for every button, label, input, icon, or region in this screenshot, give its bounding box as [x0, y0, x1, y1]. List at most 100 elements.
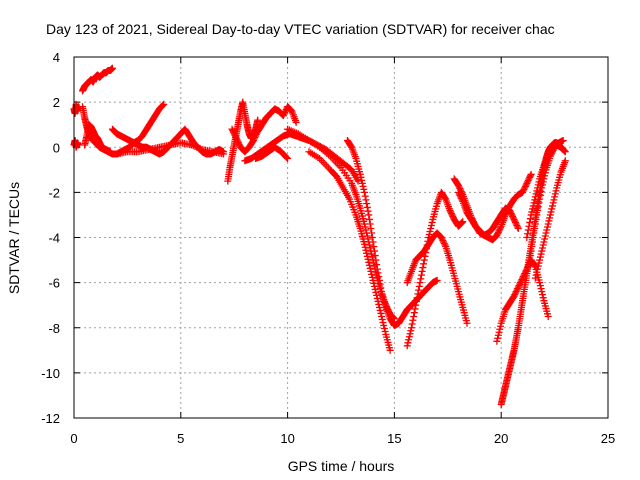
data-point-interp	[517, 277, 525, 285]
data-point-interp	[506, 208, 514, 216]
data-point-interp	[377, 284, 385, 292]
data-point-interp	[422, 249, 430, 257]
data-point-interp	[550, 196, 558, 204]
y-tick-label: -8	[48, 321, 60, 336]
data-point	[365, 258, 373, 266]
plot-area	[70, 64, 569, 408]
data-point-interp	[366, 244, 374, 252]
data-point-interp	[531, 224, 539, 232]
data-point-interp	[367, 224, 375, 232]
data-point	[228, 125, 236, 133]
data-point-interp	[535, 259, 543, 267]
data-point	[523, 265, 531, 273]
data-point-interp	[525, 175, 533, 183]
series-pass-11	[252, 143, 292, 163]
data-point-interp	[526, 256, 534, 264]
data-point	[544, 312, 552, 320]
data-point-interp	[524, 262, 532, 270]
data-point-interp	[252, 132, 260, 140]
data-point-interp	[229, 128, 237, 136]
series-pass-12	[284, 125, 398, 323]
data-point-interp	[405, 336, 413, 344]
data-point-interp	[362, 226, 370, 234]
data-point-interp	[411, 305, 419, 313]
data-point-interp	[547, 151, 555, 159]
data-point-interp	[358, 179, 366, 187]
data-point-interp	[365, 261, 373, 269]
data-point-interp	[362, 196, 370, 204]
data-point	[493, 231, 501, 239]
data-point-interp	[405, 333, 413, 341]
data-point	[254, 116, 262, 124]
data-point-interp	[441, 241, 449, 249]
data-point	[433, 276, 441, 284]
series-pass-18	[454, 188, 522, 239]
data-point-interp	[520, 271, 528, 279]
data-point-interp	[521, 270, 529, 278]
data-point-interp	[536, 282, 544, 290]
data-point	[220, 150, 228, 158]
data-point	[538, 184, 546, 192]
data-point-interp	[516, 279, 524, 287]
data-point-interp	[496, 322, 504, 330]
data-point-interp	[524, 226, 532, 234]
data-point-interp	[457, 219, 465, 227]
data-point-interp	[423, 241, 431, 249]
data-point-interp	[420, 260, 428, 268]
data-point-interp	[358, 176, 366, 184]
data-point-interp	[370, 279, 378, 287]
data-point-interp	[514, 223, 522, 231]
data-point-interp	[360, 185, 368, 193]
data-point	[160, 100, 168, 108]
data-point-interp	[419, 264, 427, 272]
data-point-interp	[363, 252, 371, 260]
data-point	[529, 234, 537, 241]
data-point-interp	[375, 273, 383, 281]
data-point-interp	[427, 224, 435, 232]
data-point	[559, 136, 567, 144]
data-point-interp	[549, 146, 557, 154]
data-point-interp	[371, 252, 379, 260]
y-tick-label: 4	[53, 50, 60, 65]
data-point-interp	[381, 328, 389, 336]
data-point-interp	[495, 328, 503, 336]
data-point-interp	[534, 262, 542, 270]
data-point-interp	[229, 127, 237, 135]
data-point	[425, 234, 433, 241]
data-point	[446, 206, 454, 214]
data-point-interp	[407, 327, 415, 335]
data-point-interp	[438, 235, 446, 243]
data-point-interp	[511, 289, 519, 297]
data-point-interp	[536, 191, 544, 199]
data-point-interp	[425, 230, 433, 238]
y-tick-label: -12	[41, 411, 60, 426]
data-point-interp	[532, 215, 540, 223]
data-point-interp	[515, 282, 523, 290]
data-point	[373, 294, 381, 302]
data-point-interp	[366, 264, 374, 272]
data-point-interp	[365, 215, 373, 223]
data-point	[561, 148, 569, 156]
data-point-interp	[424, 237, 432, 245]
data-point	[514, 283, 522, 291]
data-point-interp	[537, 188, 545, 196]
data-point-interp	[509, 212, 517, 220]
data-point-interp	[522, 181, 530, 189]
data-point-interp	[359, 182, 367, 190]
data-point-interp	[526, 173, 534, 181]
data-point-interp	[363, 249, 371, 257]
data-point-interp	[494, 331, 502, 339]
data-point-interp	[280, 110, 288, 118]
data-point-interp	[233, 136, 241, 144]
data-point-interp	[406, 330, 414, 338]
data-point-interp	[537, 250, 545, 258]
grid	[74, 57, 608, 418]
data-point-interp	[457, 194, 465, 202]
data-point-interp	[230, 130, 238, 138]
x-tick-label: 0	[70, 431, 77, 446]
data-point-interp	[410, 312, 418, 320]
data-point-interp	[449, 212, 457, 220]
data-point-interp	[370, 282, 378, 290]
x-axis-label: GPS time / hours	[288, 458, 395, 474]
